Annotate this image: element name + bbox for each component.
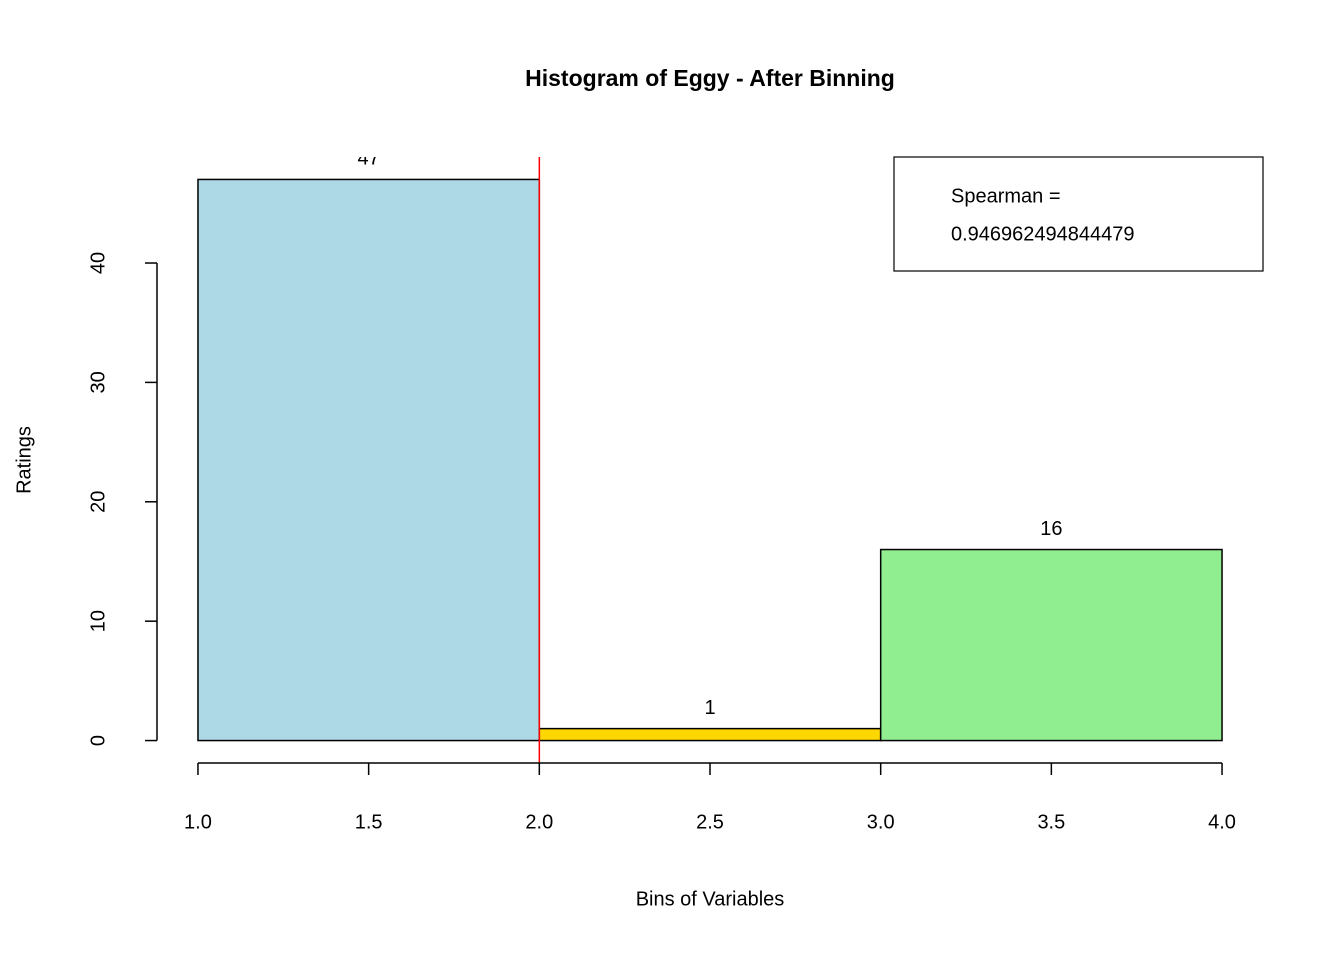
x-tick-label: 2.0 — [525, 811, 553, 833]
data-label: 16 — [1040, 518, 1062, 540]
chart-title: Histogram of Eggy - After Binning — [525, 65, 895, 91]
legend-text: 0.946962494844479 — [951, 223, 1135, 245]
histogram-bar — [879, 548, 1223, 742]
y-tick-label: 20 — [87, 491, 109, 513]
x-tick-label: 1.0 — [184, 811, 212, 833]
y-tick-label: 0 — [87, 735, 109, 746]
x-tick-label: 3.0 — [867, 811, 895, 833]
x-axis-label: Bins of Variables — [636, 888, 785, 910]
y-axis-label: Ratings — [13, 426, 35, 494]
plot-area: 47 1 16 — [197, 148, 1223, 763]
x-tick-label: 3.5 — [1037, 811, 1065, 833]
y-tick-label: 10 — [87, 610, 109, 632]
y-tick-label: 40 — [87, 252, 109, 274]
x-tick-label: 2.5 — [696, 811, 724, 833]
histogram-bar — [197, 178, 541, 742]
data-label: 47 — [358, 148, 380, 170]
x-tick-label: 1.5 — [355, 811, 383, 833]
legend-text: Spearman = — [951, 185, 1061, 207]
x-tick-label: 4.0 — [1208, 811, 1236, 833]
histogram-bar — [538, 727, 882, 742]
legend-box — [893, 156, 1264, 272]
data-label: 1 — [704, 697, 715, 719]
y-tick-label: 30 — [87, 371, 109, 393]
